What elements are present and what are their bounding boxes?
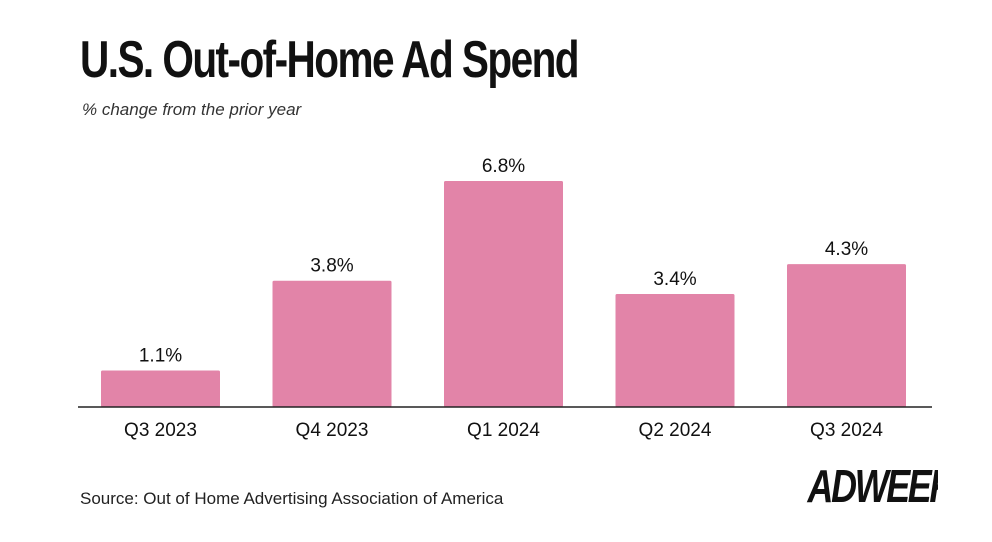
chart-title: U.S. Out-of-Home Ad Spend	[80, 31, 580, 89]
x-tick-label-q3-2023: Q3 2023	[124, 420, 197, 441]
adweek-logo-text: ADWEEK	[807, 461, 938, 512]
bar-q4-2023	[272, 280, 392, 407]
bars-layer	[101, 181, 906, 407]
chart-subtitle: % change from the prior year	[82, 100, 302, 119]
x-tick-label-q2-2024: Q2 2024	[639, 420, 712, 441]
bar-q3-2023	[101, 370, 220, 407]
data-label-q2-2024: 3.4%	[653, 269, 696, 290]
bar-q3-2024	[787, 264, 906, 407]
adweek-logo: ADWEEK	[807, 461, 938, 512]
bar-q2-2024	[615, 294, 735, 407]
bar-q1-2024	[444, 181, 563, 407]
source-note: Source: Out of Home Advertising Associat…	[80, 489, 504, 508]
data-label-q1-2024: 6.8%	[482, 156, 525, 177]
data-label-q3-2023: 1.1%	[139, 345, 182, 366]
data-label-q4-2023: 3.8%	[310, 256, 353, 277]
x-tick-label-q3-2024: Q3 2024	[810, 420, 883, 441]
data-label-q3-2024: 4.3%	[825, 239, 868, 260]
tick-labels-layer: Q3 2023 Q4 2023 Q1 2024 Q2 2024 Q3 2024	[124, 420, 883, 441]
x-tick-label-q1-2024: Q1 2024	[467, 420, 540, 441]
data-labels-layer: 1.1% 3.8% 6.8% 3.4% 4.3%	[139, 156, 868, 366]
x-tick-label-q4-2023: Q4 2023	[296, 420, 369, 441]
